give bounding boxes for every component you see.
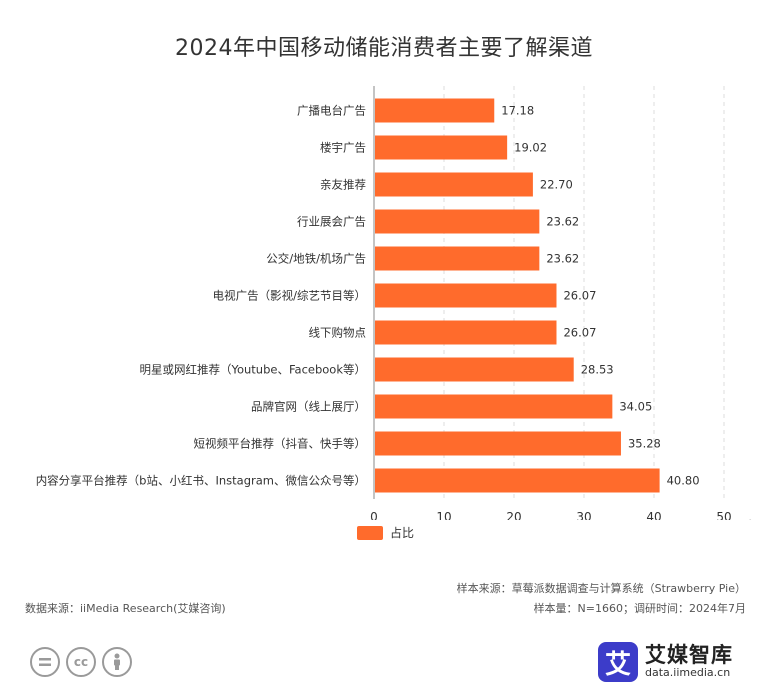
bar [375, 320, 557, 345]
bar [375, 98, 495, 123]
bar [375, 283, 557, 308]
sample-source: 样本来源：草莓派数据调查与计算系统（Strawberry Pie） [456, 582, 746, 595]
bar [375, 135, 508, 160]
category-label: 短视频平台推荐（抖音、快手等） [194, 437, 367, 451]
x-unit-label: % [742, 519, 753, 520]
brand-name: 艾媒智库 [645, 643, 733, 667]
chart-title: 2024年中国移动储能消费者主要了解渠道 [175, 36, 593, 61]
category-label: 电视广告（影视/综艺节目等） [213, 289, 366, 303]
legend[interactable]: 占比 [357, 524, 414, 541]
brand-url: data.iimedia.cn [645, 666, 731, 679]
bar [375, 172, 533, 197]
bar [375, 431, 621, 456]
value-label: 19.02 [514, 141, 547, 155]
legend-swatch [357, 525, 383, 540]
category-label: 内容分享平台推荐（b站、小红书、Instagram、微信公众号等） [36, 474, 366, 488]
category-label: 线下购物点 [309, 326, 367, 340]
x-tick-label: 50 [716, 510, 731, 520]
sample-info: 样本量：N=1660；调研时间：2024年7月 [533, 602, 746, 615]
bar [375, 357, 574, 382]
value-label: 28.53 [581, 363, 614, 377]
brand-logo: 艾 [598, 642, 638, 682]
legend-label: 占比 [390, 526, 415, 540]
value-label: 22.70 [540, 178, 573, 192]
value-label: 26.07 [563, 289, 596, 303]
value-label: 40.80 [667, 474, 700, 488]
person-icon [102, 647, 132, 677]
license-icons: cc [30, 647, 132, 677]
cc-icon: cc [66, 647, 96, 677]
category-label: 明星或网红推荐（Youtube、Facebook等） [139, 363, 366, 377]
category-label: 亲友推荐 [320, 178, 366, 192]
data-source: 数据来源：iiMedia Research(艾媒咨询) [25, 602, 226, 615]
category-label: 广播电台广告 [297, 104, 366, 118]
value-label: 34.05 [619, 400, 652, 414]
value-label: 23.62 [546, 215, 579, 229]
category-label: 品牌官网（线上展厅） [251, 400, 366, 414]
value-label: 26.07 [563, 326, 596, 340]
bar [375, 468, 660, 493]
x-tick-label: 10 [436, 510, 451, 520]
bar-chart: 0 10 20 30 40 50% 广播电台广告 17.18 楼宇广告 19.02 亲友推荐 22.7… [36, 86, 753, 520]
bar [375, 209, 540, 234]
x-tick-label: 0 [370, 510, 378, 520]
x-tick-label: 40 [646, 510, 661, 520]
category-label: 行业展会广告 [297, 215, 366, 229]
bar [375, 246, 540, 271]
equals-icon [30, 647, 60, 677]
category-label: 楼宇广告 [320, 141, 366, 155]
bar [375, 394, 613, 419]
value-label: 35.28 [628, 437, 661, 451]
x-tick-label: 30 [576, 510, 591, 520]
category-label: 公交/地铁/机场广告 [266, 252, 366, 266]
value-label: 17.18 [501, 104, 534, 118]
x-tick-label: 20 [506, 510, 521, 520]
brand: 艾 艾媒智库 data.iimedia.cn [598, 642, 733, 682]
value-label: 23.62 [546, 252, 579, 266]
